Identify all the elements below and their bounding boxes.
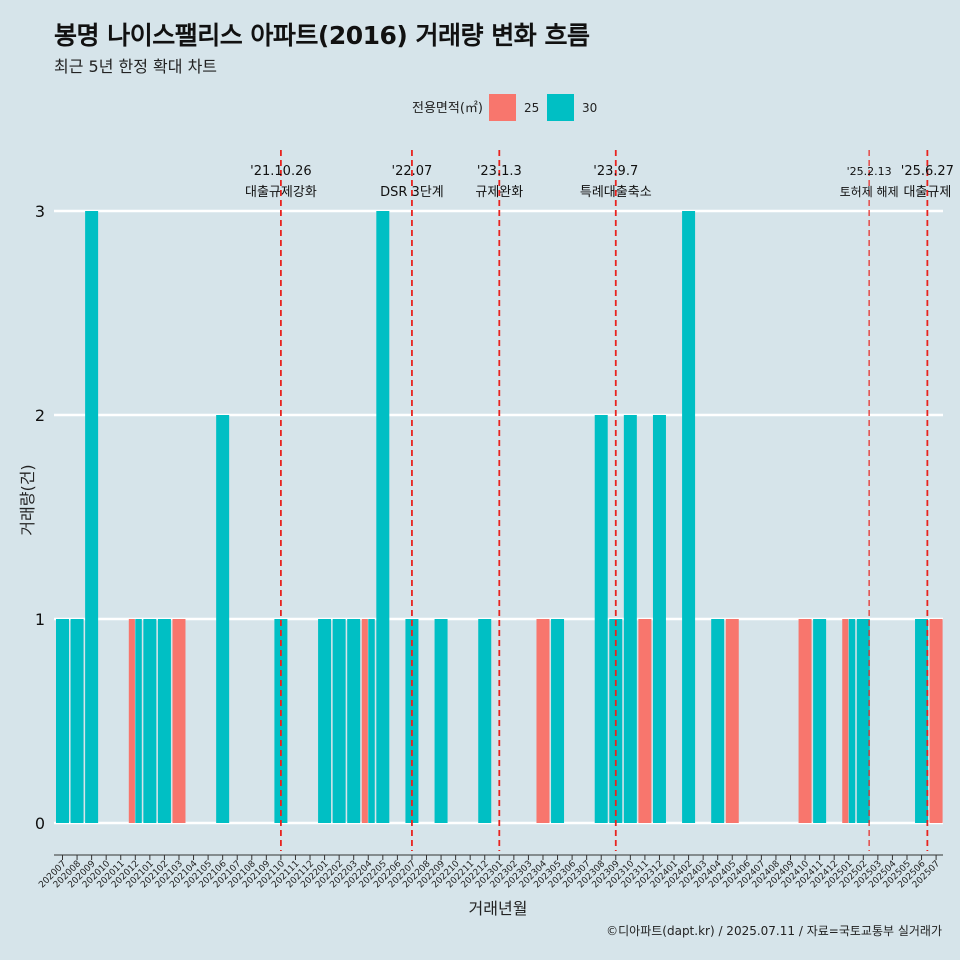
bar-30-202502: [856, 619, 870, 823]
bar-25-202501: [842, 619, 849, 823]
bar-30-202506: [915, 619, 929, 823]
bar-30-202009: [85, 211, 99, 823]
bar-30-202402: [682, 211, 696, 823]
bar-30-202209: [434, 619, 448, 823]
bar-30-202201: [318, 619, 332, 823]
bar-25-202311: [638, 619, 652, 823]
event-date-1: '22.07: [392, 164, 433, 179]
bar-30-202305: [551, 619, 565, 823]
bar-30-202008: [70, 619, 84, 823]
event-lines: '21.10.26 대출규제강화 '22.07 DSR 3단계 '23.1.3 규제완화 '…: [245, 150, 954, 851]
event-label-5: 대출규제: [903, 185, 951, 200]
source-caption: ©디아파트(dapt.kr) / 2025.07.11 / 자료=국토교통부 실…: [606, 924, 942, 938]
event-label-0: 대출규제강화: [245, 185, 317, 200]
event-label-4: 토허제 해제: [840, 185, 899, 199]
event-label-3: 특례대출축소: [580, 185, 652, 200]
bar-30-202204: [368, 619, 375, 823]
legend-swatch-25: [489, 94, 516, 121]
y-axis-label: 거래량(건): [18, 464, 37, 535]
chart-subtitle: 최근 5년 한정 확대 차트: [54, 57, 218, 76]
bar-25-202304: [536, 619, 550, 823]
y-tick-label-3: 3: [35, 202, 45, 221]
bar-25-202507: [929, 619, 943, 823]
event-date-0: '21.10.26: [250, 164, 311, 179]
bar-30-202411: [813, 619, 827, 823]
bars: [56, 211, 943, 823]
bar-30-202102: [157, 619, 171, 823]
bar-25-202405: [725, 619, 739, 823]
bar-30-202404: [711, 619, 725, 823]
bar-30-202501: [848, 619, 856, 823]
legend-label-30: 30: [582, 101, 597, 115]
bar-30-202203: [347, 619, 361, 823]
bar-30-202205: [376, 211, 390, 823]
bar-30-202310: [623, 415, 637, 823]
y-axis-ticks: 0 1 2 3: [35, 202, 45, 833]
event-label-1: DSR 3단계: [380, 185, 444, 200]
event-date-3: '23.9.7: [593, 164, 638, 179]
bar-30-202007: [56, 619, 69, 823]
legend: 전용면적(㎡) 25 30: [412, 94, 597, 121]
legend-title: 전용면적(㎡): [412, 101, 483, 116]
event-date-5: '25.6.27: [901, 164, 954, 179]
bar-30-202202: [332, 619, 346, 823]
event-date-4: '25.2.13: [847, 165, 892, 178]
bar-30-202106: [216, 415, 230, 823]
x-axis: 2020072020082020092020102020112020122021…: [37, 854, 943, 890]
bar-25-202103: [172, 619, 186, 823]
legend-swatch-30: [547, 94, 574, 121]
y-tick-label-0: 0: [35, 814, 45, 833]
chart-title: 봉명 나이스팰리스 아파트(2016) 거래량 변화 흐름: [54, 21, 590, 50]
bar-30-202012: [135, 619, 142, 823]
event-label-2: 규제완화: [475, 185, 523, 200]
x-axis-label: 거래년월: [469, 899, 528, 918]
bar-30-202212: [478, 619, 492, 823]
legend-label-25: 25: [524, 101, 539, 115]
bar-30-202101: [143, 619, 157, 823]
y-tick-label-2: 2: [35, 406, 45, 425]
y-tick-label-1: 1: [35, 610, 45, 629]
bar-30-202312: [652, 415, 666, 823]
bar-30-202308: [594, 415, 608, 823]
bar-25-202012: [128, 619, 135, 823]
bar-25-202410: [798, 619, 812, 823]
event-date-2: '23.1.3: [477, 164, 522, 179]
bar-25-202204: [361, 619, 368, 823]
